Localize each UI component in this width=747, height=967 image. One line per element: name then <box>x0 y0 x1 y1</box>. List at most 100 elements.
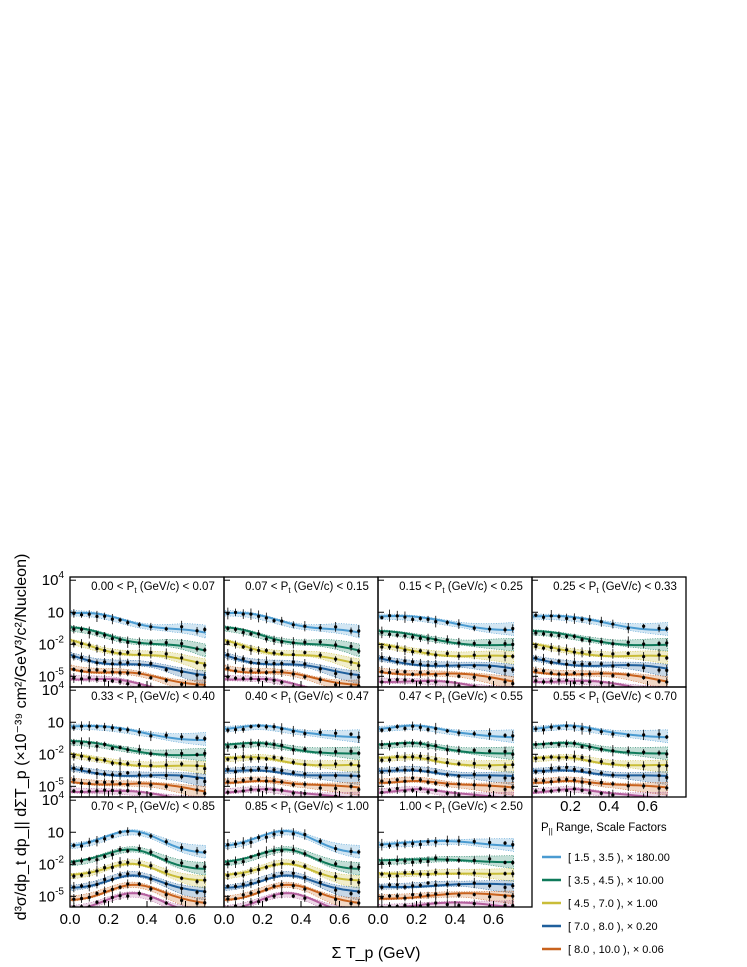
data-point <box>103 669 107 673</box>
data-point <box>403 789 407 793</box>
data-point <box>72 843 76 847</box>
data-point <box>110 637 114 641</box>
data-point <box>426 680 430 684</box>
data-point <box>95 725 99 729</box>
data-point <box>665 680 669 684</box>
data-point <box>611 773 615 777</box>
series-line <box>70 848 206 870</box>
data-point <box>557 614 561 619</box>
data-point <box>137 882 141 886</box>
data-point <box>241 727 245 732</box>
data-point <box>503 765 507 769</box>
data-point <box>445 783 449 787</box>
data-point <box>203 850 207 854</box>
data-point <box>103 633 107 637</box>
data-point <box>588 650 592 654</box>
data-point <box>87 643 91 647</box>
data-point <box>395 778 399 782</box>
data-point <box>180 845 184 850</box>
data-point <box>657 679 661 683</box>
data-point <box>380 896 384 900</box>
data-point <box>403 842 407 846</box>
data-point <box>72 778 76 782</box>
data-point <box>395 754 399 759</box>
x-tick-label: 0.2 <box>98 911 119 928</box>
data-point <box>318 678 322 682</box>
data-point <box>87 757 91 761</box>
data-point <box>445 858 449 862</box>
data-point <box>137 652 141 656</box>
data-point <box>557 726 561 730</box>
data-point <box>318 880 322 885</box>
data-point <box>126 682 130 686</box>
data-point <box>418 670 422 675</box>
data-point <box>503 903 507 907</box>
data-point <box>534 644 538 649</box>
y-tick-label: 104 <box>42 570 65 589</box>
data-point <box>457 641 461 645</box>
data-point <box>426 663 430 667</box>
data-point <box>411 870 415 874</box>
data-point <box>126 789 130 793</box>
data-point <box>291 871 295 875</box>
data-point <box>488 749 492 753</box>
data-point <box>445 871 449 875</box>
legend: P|| Range, Scale Factors [ 1.5 , 3.5 ), ×… <box>541 822 670 956</box>
data-point <box>195 890 199 894</box>
data-point <box>118 745 122 750</box>
legend-entry: [ 7.0 , 8.0 ), × 0.20 <box>568 921 658 933</box>
data-point <box>511 903 515 907</box>
data-point <box>280 891 284 896</box>
data-point <box>426 872 430 877</box>
data-point <box>164 668 168 672</box>
data-point <box>565 777 569 782</box>
data-point <box>434 901 438 905</box>
x-tick-label: 0.2 <box>252 911 273 928</box>
data-point <box>426 790 430 794</box>
data-point <box>418 725 422 730</box>
data-point <box>203 751 207 755</box>
data-point <box>180 735 184 739</box>
data-point <box>588 618 592 622</box>
data-point <box>164 784 168 789</box>
data-point <box>118 661 122 665</box>
data-point <box>549 780 553 784</box>
data-point <box>657 786 661 790</box>
data-point <box>472 761 476 766</box>
data-point <box>241 882 245 886</box>
data-point <box>534 656 538 660</box>
data-point <box>264 865 268 869</box>
data-point <box>180 762 184 766</box>
data-point <box>257 778 261 782</box>
data-point <box>280 619 284 623</box>
data-point <box>137 832 141 836</box>
panel-9: 0.70 < Pt (GeV/c) < 0.85 <box>69 796 225 908</box>
data-point <box>226 842 230 847</box>
data-point <box>488 687 491 690</box>
data-point <box>657 751 661 755</box>
data-point <box>226 757 230 761</box>
data-point <box>611 684 615 687</box>
data-point <box>180 751 184 756</box>
data-point <box>457 782 461 786</box>
data-point <box>588 781 592 785</box>
data-point <box>103 758 107 762</box>
data-point <box>642 784 646 788</box>
data-point <box>79 724 84 728</box>
data-point <box>503 787 507 792</box>
data-point <box>403 896 407 900</box>
data-point <box>280 861 284 866</box>
data-point <box>149 774 153 778</box>
data-point <box>411 860 415 864</box>
data-point <box>418 681 422 685</box>
data-point <box>249 757 253 761</box>
data-point <box>387 758 392 762</box>
data-point <box>87 857 91 861</box>
data-point <box>291 783 295 787</box>
data-point <box>233 756 238 760</box>
panel-plot-area <box>224 607 361 687</box>
data-point <box>557 743 561 747</box>
data-point <box>87 668 91 673</box>
data-point <box>137 641 141 645</box>
data-point <box>110 617 114 621</box>
